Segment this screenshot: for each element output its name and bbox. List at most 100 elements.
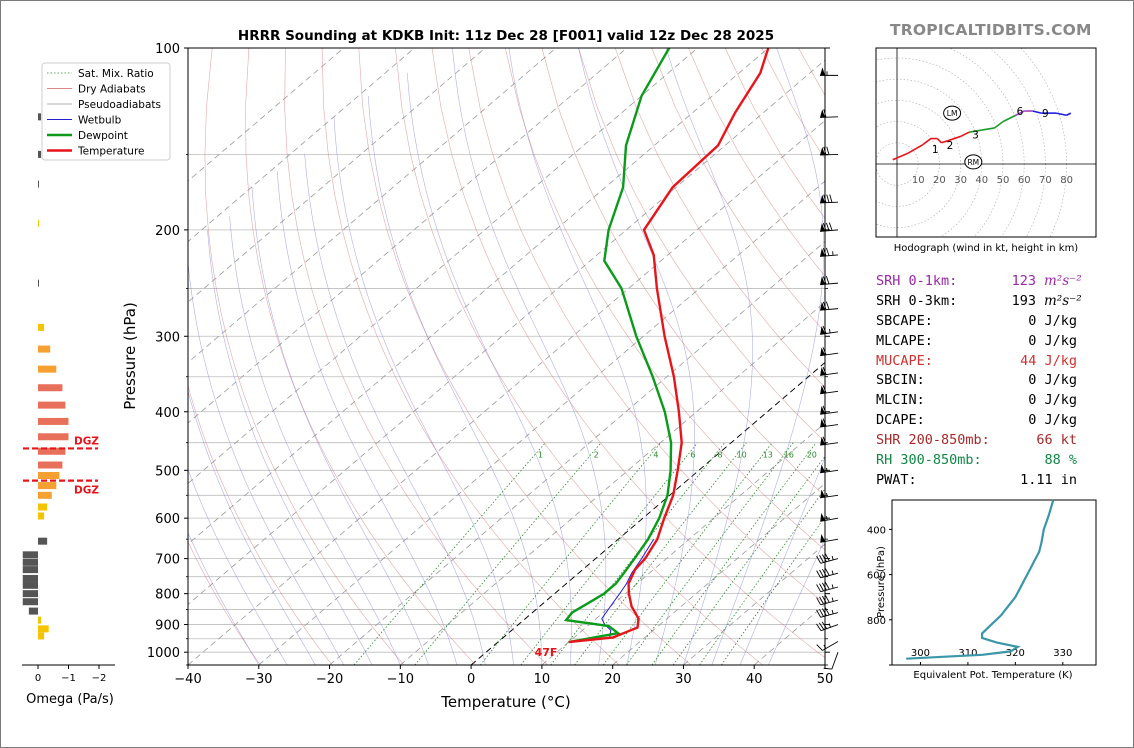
hodograph-ring-label: 60	[1018, 175, 1031, 186]
mixing-ratio-label: 1	[538, 450, 543, 459]
skewt-xlabel: Temperature (°C)	[440, 693, 570, 711]
omega-tick-label: 0	[35, 673, 41, 684]
omega-bar	[38, 180, 39, 188]
stat-label: SHR 200-850mb:	[876, 432, 990, 449]
barb-flag	[820, 326, 826, 335]
hodograph-segment	[936, 137, 943, 144]
pseudoadiabat	[188, 259, 344, 665]
barb-half	[831, 570, 834, 575]
omega-bar	[38, 616, 42, 624]
barb-staff	[819, 116, 839, 118]
barb-flag	[820, 194, 826, 203]
omega-bar	[38, 417, 69, 425]
legend-label: Pseudoadiabats	[78, 99, 161, 111]
stat-row: SBCIN: 0 J/kg	[876, 371, 1077, 391]
barb-full	[823, 667, 832, 670]
dewpoint-line	[563, 48, 673, 644]
wind-barb	[820, 464, 839, 474]
stat-row: SRH 0-1km: 123 m²s⁻²	[876, 272, 1082, 292]
barb-full	[824, 607, 830, 616]
barb-full	[824, 568, 830, 576]
skewt-ytick-label: 1000	[147, 646, 180, 661]
skewt-plot-border	[187, 47, 826, 666]
theta-e-line	[906, 499, 1055, 660]
wind-barb	[820, 247, 839, 257]
dry-adiabat	[505, 48, 825, 551]
wind-barb	[820, 366, 839, 376]
hodograph-plot: 10 20 30 40 50 60 70 80 1 2 3 6 9 LM RM	[876, 48, 1096, 237]
wind-barb	[820, 385, 839, 395]
dry-adiabat	[245, 48, 476, 665]
wind-barb	[820, 512, 839, 522]
skewt-xtick-label: 0	[467, 672, 475, 687]
wind-barb	[816, 553, 839, 564]
dry-adiabat	[541, 48, 825, 497]
omega-bar	[38, 384, 63, 392]
barb-full	[819, 569, 824, 578]
theta-e-ytick-label: 600	[867, 571, 886, 582]
barb-full	[829, 194, 833, 203]
wind-barb	[820, 489, 839, 499]
omega-bar	[38, 113, 42, 121]
pseudoadiabat	[739, 456, 825, 665]
legend-label: Dry Adiabats	[78, 84, 146, 96]
skewt-legend: Sat. Mix. Ratio Dry Adiabats Pseudoadiabat…	[41, 62, 171, 161]
pseudoadiabat	[406, 72, 572, 665]
dry-adiabat	[395, 48, 763, 665]
hodograph-caption: Hodograph (wind in kt, height in km)	[894, 243, 1079, 254]
barb-full	[816, 609, 822, 618]
hodograph-segment	[947, 135, 961, 142]
wind-barb	[820, 418, 839, 428]
omega-bar	[38, 150, 42, 158]
barb-half	[828, 623, 831, 628]
omega-bar	[38, 447, 66, 455]
barb-full	[825, 275, 830, 285]
barb-staff	[820, 411, 839, 415]
barb-flag	[820, 533, 826, 543]
barb-full	[816, 584, 822, 592]
dry-adiabat	[284, 48, 548, 665]
brand-watermark: TROPICALTIDBITS.COM	[890, 21, 1092, 39]
omega-tick-label: −1	[61, 673, 76, 684]
omega-bar	[38, 482, 57, 490]
barb-half	[826, 516, 828, 521]
theta-e-xtick-label: 320	[1006, 648, 1025, 659]
barb-full	[821, 621, 828, 629]
barb-full	[822, 554, 827, 562]
mixing-ratio-line	[414, 442, 602, 665]
barb-staff	[820, 352, 839, 357]
pseudoadiabat	[367, 95, 543, 665]
barb-half	[831, 555, 834, 561]
barb-half	[826, 492, 828, 497]
hodograph-ring-label: 50	[997, 175, 1010, 186]
wind-barb	[816, 595, 839, 606]
theta-e-ytick-label: 400	[867, 525, 886, 536]
dry-adiabat	[358, 48, 692, 665]
barb-flag	[820, 276, 826, 285]
skewt-axes: −40 −30 −20 −10 0 10 20 30 40 50 100 200 300 400 500 60…	[147, 42, 833, 687]
stat-value: 0 J/kg	[1028, 412, 1077, 429]
wind-barb	[820, 405, 839, 415]
skewt-xtick-label: 10	[534, 672, 551, 687]
stat-row: SBCAPE: 0 J/kg	[876, 312, 1077, 332]
wind-barb	[820, 301, 839, 311]
stat-row: MUCAPE: 44 J/kg	[876, 352, 1077, 372]
omega-bar	[38, 401, 66, 409]
mixing-ratio-label: 8	[718, 450, 723, 459]
skewt-ytick-label: 100	[155, 42, 180, 57]
mixing-ratio-line	[651, 442, 817, 665]
wind-barb	[823, 652, 839, 670]
skewt-xtick-label: −30	[245, 672, 272, 687]
barb-flag	[820, 464, 826, 473]
barb-full	[825, 301, 830, 310]
stat-row: SHR 200-850mb: 66 kt	[876, 431, 1077, 451]
pseudoadiabat	[207, 229, 373, 665]
pseudoadiabat	[768, 538, 825, 665]
barb-full	[822, 385, 827, 394]
dry-adiabat	[651, 48, 825, 333]
hodograph-border	[875, 47, 1097, 238]
isotherm-line	[188, 59, 825, 606]
barb-full	[819, 596, 824, 605]
stat-label: SRH 0-1km:	[876, 273, 958, 289]
barb-half	[831, 597, 834, 602]
